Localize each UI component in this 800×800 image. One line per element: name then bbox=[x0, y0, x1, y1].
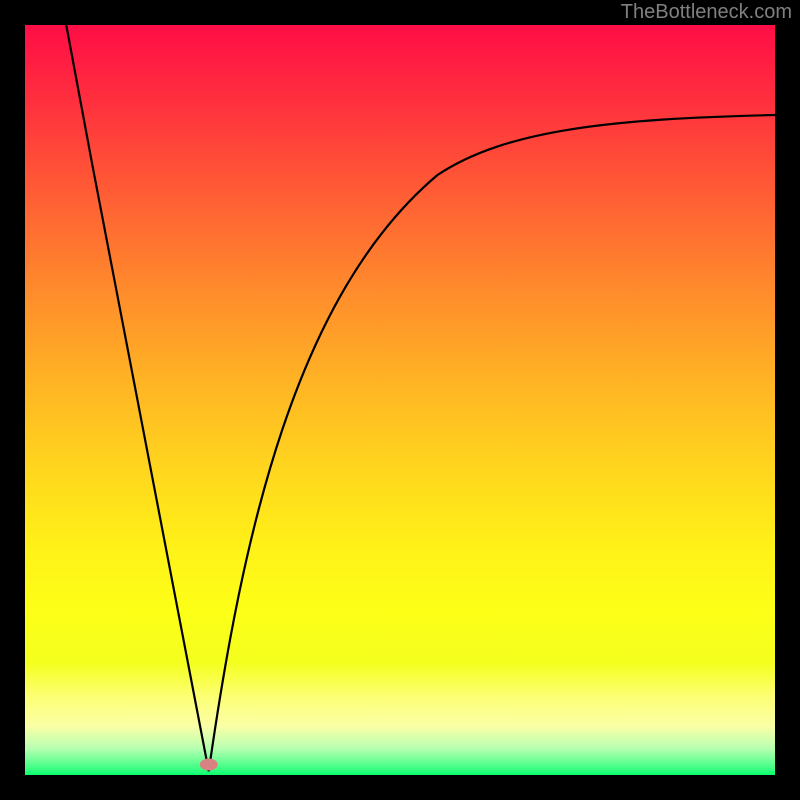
bottleneck-chart: TheBottleneck.com bbox=[0, 0, 800, 800]
watermark-text: TheBottleneck.com bbox=[621, 0, 792, 24]
optimal-point-marker bbox=[200, 759, 218, 771]
chart-svg bbox=[0, 0, 800, 800]
